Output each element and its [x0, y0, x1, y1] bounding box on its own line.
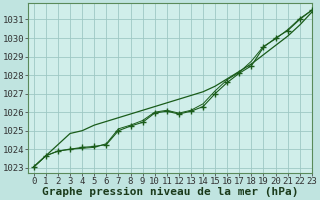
X-axis label: Graphe pression niveau de la mer (hPa): Graphe pression niveau de la mer (hPa) [42, 187, 298, 197]
